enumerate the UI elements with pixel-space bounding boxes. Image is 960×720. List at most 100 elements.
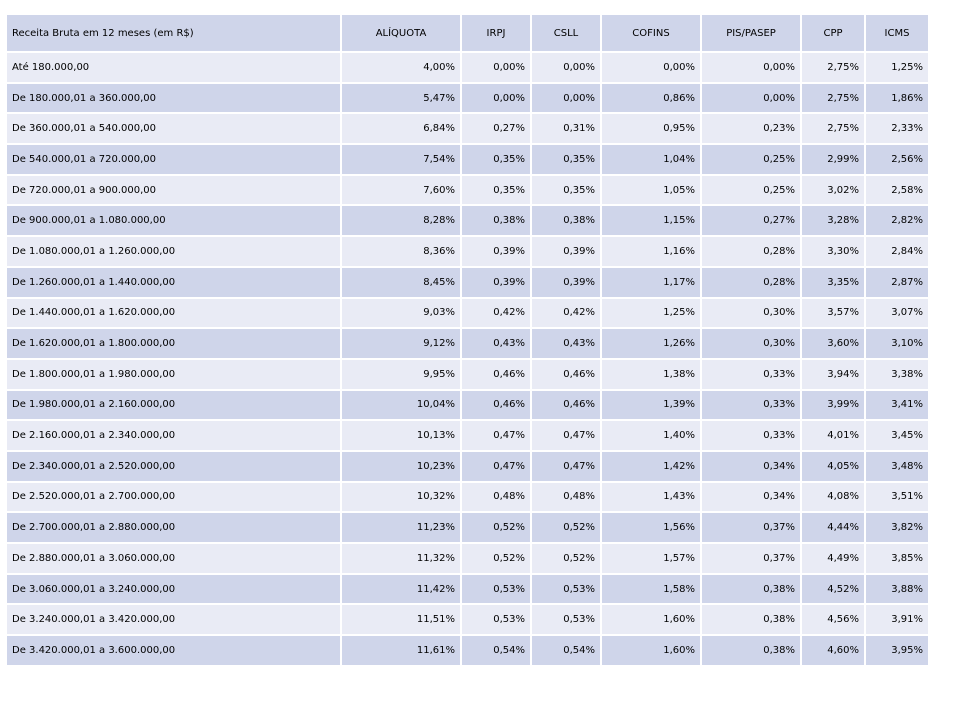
table-row: De 1.980.000,01 a 2.160.000,00 10,04% 0,46… bbox=[5, 388, 930, 422]
table-row: De 1.260.000,01 a 1.440.000,00 8,45% 0,39%… bbox=[5, 265, 930, 299]
cell-csll: 0,46% bbox=[530, 357, 602, 391]
cell-cpp: 3,57% bbox=[800, 296, 866, 330]
cell-revenue-range: De 540.000,01 a 720.000,00 bbox=[5, 143, 342, 176]
cell-cpp: 2,75% bbox=[800, 112, 866, 146]
table-row: De 720.000,01 a 900.000,00 7,60% 0,35% 0,35… bbox=[5, 173, 930, 207]
cell-aliquota: 9,12% bbox=[340, 327, 462, 360]
cell-pis-pasep: 0,37% bbox=[700, 511, 802, 544]
cell-revenue-range: De 2.880.000,01 a 3.060.000,00 bbox=[5, 542, 342, 575]
cell-icms: 3,85% bbox=[864, 542, 930, 575]
table-row: De 2.160.000,01 a 2.340.000,00 10,13% 0,47… bbox=[5, 419, 930, 452]
cell-pis-pasep: 0,30% bbox=[700, 296, 802, 330]
cell-cofins: 1,56% bbox=[600, 511, 702, 544]
cell-cofins: 1,05% bbox=[600, 173, 702, 207]
cell-irpj: 0,53% bbox=[460, 603, 532, 637]
cell-cpp: 4,60% bbox=[800, 634, 866, 667]
cell-cpp: 3,30% bbox=[800, 235, 866, 268]
cell-revenue-range: De 2.340.000,01 a 2.520.000,00 bbox=[5, 449, 342, 483]
cell-irpj: 0,35% bbox=[460, 143, 532, 176]
cell-irpj: 0,52% bbox=[460, 511, 532, 544]
cell-cpp: 2,99% bbox=[800, 143, 866, 176]
cell-cofins: 1,58% bbox=[600, 572, 702, 606]
cell-icms: 1,25% bbox=[864, 51, 930, 84]
cell-icms: 3,10% bbox=[864, 327, 930, 360]
cell-icms: 3,38% bbox=[864, 357, 930, 391]
cell-pis-pasep: 0,33% bbox=[700, 419, 802, 452]
cell-revenue-range: De 3.060.000,01 a 3.240.000,00 bbox=[5, 572, 342, 606]
cell-csll: 0,53% bbox=[530, 572, 602, 606]
cell-csll: 0,39% bbox=[530, 265, 602, 299]
cell-csll: 0,47% bbox=[530, 449, 602, 483]
table-row: De 180.000,01 a 360.000,00 5,47% 0,00% 0,00… bbox=[5, 81, 930, 115]
cell-icms: 3,82% bbox=[864, 511, 930, 544]
header-cell-cofins: COFINS bbox=[600, 13, 702, 53]
cell-pis-pasep: 0,28% bbox=[700, 265, 802, 299]
cell-icms: 2,82% bbox=[864, 204, 930, 238]
cell-aliquota: 11,32% bbox=[340, 542, 462, 575]
cell-irpj: 0,54% bbox=[460, 634, 532, 667]
table-row: De 3.060.000,01 a 3.240.000,00 11,42% 0,53… bbox=[5, 572, 930, 606]
cell-icms: 3,48% bbox=[864, 449, 930, 483]
cell-pis-pasep: 0,38% bbox=[700, 634, 802, 667]
table-row: De 1.440.000,01 a 1.620.000,00 9,03% 0,42%… bbox=[5, 296, 930, 330]
cell-cpp: 4,05% bbox=[800, 449, 866, 483]
cell-aliquota: 10,04% bbox=[340, 388, 462, 422]
cell-cofins: 1,15% bbox=[600, 204, 702, 238]
cell-csll: 0,46% bbox=[530, 388, 602, 422]
cell-icms: 3,45% bbox=[864, 419, 930, 452]
table-row: De 3.420.000,01 a 3.600.000,00 11,61% 0,54… bbox=[5, 634, 930, 667]
cell-cofins: 1,38% bbox=[600, 357, 702, 391]
cell-pis-pasep: 0,25% bbox=[700, 173, 802, 207]
table-row: Até 180.000,00 4,00% 0,00% 0,00% 0,00% 0,00% 2… bbox=[5, 51, 930, 84]
cell-irpj: 0,53% bbox=[460, 572, 532, 606]
cell-revenue-range: De 900.000,01 a 1.080.000,00 bbox=[5, 204, 342, 238]
cell-cofins: 1,25% bbox=[600, 296, 702, 330]
header-cell-csll: CSLL bbox=[530, 13, 602, 53]
cell-aliquota: 4,00% bbox=[340, 51, 462, 84]
table-row: De 900.000,01 a 1.080.000,00 8,28% 0,38% 0,… bbox=[5, 204, 930, 238]
cell-cpp: 4,52% bbox=[800, 572, 866, 606]
cell-cpp: 2,75% bbox=[800, 81, 866, 115]
cell-icms: 3,51% bbox=[864, 480, 930, 514]
tax-rate-table-container: Receita Bruta em 12 meses (em R$) ALÍQUO… bbox=[5, 13, 930, 667]
cell-icms: 1,86% bbox=[864, 81, 930, 115]
header-cell-icms: ICMS bbox=[864, 13, 930, 53]
cell-icms: 2,33% bbox=[864, 112, 930, 146]
table-row: De 360.000,01 a 540.000,00 6,84% 0,27% 0,31… bbox=[5, 112, 930, 146]
cell-icms: 2,56% bbox=[864, 143, 930, 176]
table-row: De 1.080.000,01 a 1.260.000,00 8,36% 0,39%… bbox=[5, 235, 930, 268]
table-row: De 540.000,01 a 720.000,00 7,54% 0,35% 0,35… bbox=[5, 143, 930, 176]
cell-irpj: 0,48% bbox=[460, 480, 532, 514]
cell-irpj: 0,00% bbox=[460, 81, 532, 115]
cell-pis-pasep: 0,30% bbox=[700, 327, 802, 360]
cell-csll: 0,38% bbox=[530, 204, 602, 238]
cell-aliquota: 7,54% bbox=[340, 143, 462, 176]
cell-icms: 3,41% bbox=[864, 388, 930, 422]
cell-cpp: 4,56% bbox=[800, 603, 866, 637]
cell-revenue-range: De 1.800.000,01 a 1.980.000,00 bbox=[5, 357, 342, 391]
cell-cofins: 1,60% bbox=[600, 634, 702, 667]
cell-irpj: 0,39% bbox=[460, 235, 532, 268]
cell-aliquota: 10,13% bbox=[340, 419, 462, 452]
cell-aliquota: 11,61% bbox=[340, 634, 462, 667]
cell-pis-pasep: 0,28% bbox=[700, 235, 802, 268]
cell-pis-pasep: 0,38% bbox=[700, 603, 802, 637]
cell-cpp: 4,01% bbox=[800, 419, 866, 452]
cell-irpj: 0,00% bbox=[460, 51, 532, 84]
cell-csll: 0,52% bbox=[530, 542, 602, 575]
cell-cofins: 0,95% bbox=[600, 112, 702, 146]
cell-revenue-range: De 1.260.000,01 a 1.440.000,00 bbox=[5, 265, 342, 299]
cell-icms: 3,91% bbox=[864, 603, 930, 637]
cell-csll: 0,43% bbox=[530, 327, 602, 360]
table-row: De 2.880.000,01 a 3.060.000,00 11,32% 0,52… bbox=[5, 542, 930, 575]
table-row: De 1.620.000,01 a 1.800.000,00 9,12% 0,43%… bbox=[5, 327, 930, 360]
cell-irpj: 0,27% bbox=[460, 112, 532, 146]
cell-icms: 2,84% bbox=[864, 235, 930, 268]
cell-revenue-range: De 1.620.000,01 a 1.800.000,00 bbox=[5, 327, 342, 360]
cell-pis-pasep: 0,34% bbox=[700, 449, 802, 483]
cell-aliquota: 8,36% bbox=[340, 235, 462, 268]
cell-cofins: 1,39% bbox=[600, 388, 702, 422]
cell-aliquota: 8,28% bbox=[340, 204, 462, 238]
cell-irpj: 0,35% bbox=[460, 173, 532, 207]
cell-revenue-range: De 1.980.000,01 a 2.160.000,00 bbox=[5, 388, 342, 422]
